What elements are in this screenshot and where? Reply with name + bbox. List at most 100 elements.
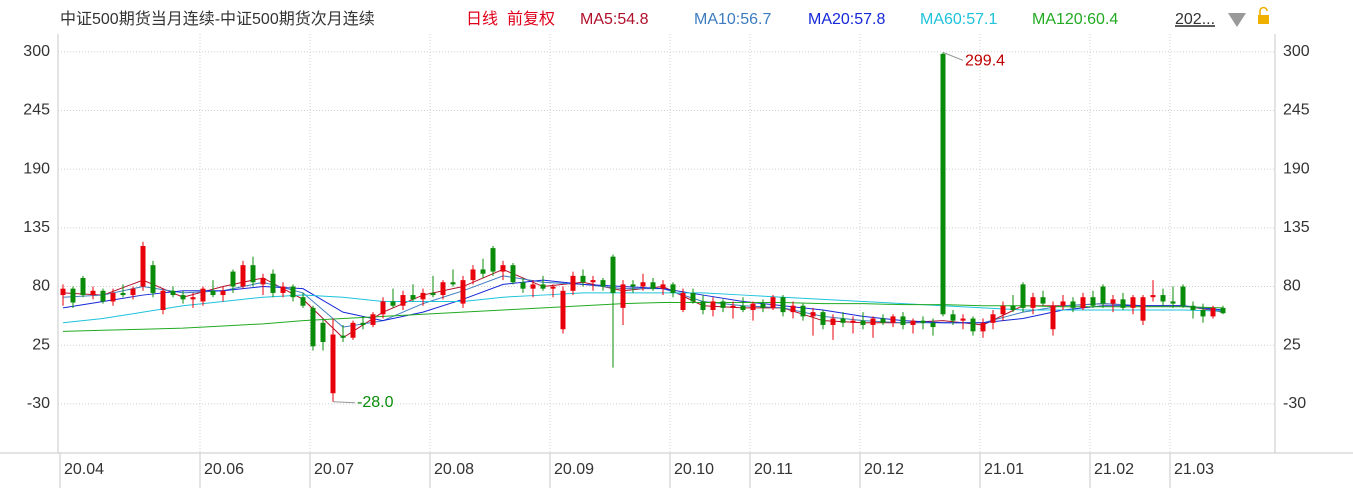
period[interactable]: 日线 xyxy=(466,10,498,28)
candle-body xyxy=(790,305,796,313)
x-tick-label: 21.02 xyxy=(1094,461,1134,478)
x-tick-label: 20.10 xyxy=(674,461,714,478)
candle-body xyxy=(910,320,916,325)
candle-body xyxy=(450,282,456,285)
candle-body xyxy=(1170,301,1176,304)
candle-body xyxy=(690,292,696,302)
candle-body xyxy=(200,288,206,302)
candle-body xyxy=(610,256,616,293)
y-tick-label: 80 xyxy=(32,278,50,295)
candle-body xyxy=(350,322,356,338)
candle-body xyxy=(1080,297,1086,308)
candle-body xyxy=(230,271,236,287)
y-tick-label-right: 190 xyxy=(1283,160,1310,177)
candle-body xyxy=(990,314,996,323)
candle-body xyxy=(950,314,956,321)
candle-body xyxy=(180,295,186,300)
candle-body xyxy=(220,290,226,296)
candle-body xyxy=(590,280,596,283)
y-tick-label: 135 xyxy=(23,219,50,236)
x-tick-label: 20.04 xyxy=(64,461,104,478)
lock-icon[interactable] xyxy=(1258,6,1269,25)
candle-body xyxy=(140,245,146,287)
candle-body xyxy=(390,301,396,306)
candle-body xyxy=(940,53,946,315)
candle-body xyxy=(1120,299,1126,308)
legend-entry: MA10:56.7 xyxy=(694,11,771,28)
candle-body xyxy=(540,284,546,289)
ma-line xyxy=(62,302,1224,332)
y-tick-label-right: 25 xyxy=(1283,336,1301,353)
candle-body xyxy=(780,297,786,313)
candle-body xyxy=(480,269,486,274)
candle-body xyxy=(700,301,706,311)
adjust[interactable]: 前复权 xyxy=(507,10,555,28)
candle-body xyxy=(960,318,966,321)
legend-entry: MA60:57.1 xyxy=(920,11,997,28)
candle-body xyxy=(290,286,296,298)
candle-body xyxy=(1130,297,1136,308)
ma-line xyxy=(62,292,1224,324)
candle-body xyxy=(270,273,276,293)
candle-body xyxy=(890,316,896,323)
candle-body xyxy=(830,318,836,325)
candle-body xyxy=(660,284,666,289)
chart-title: 中证500期货当月连续-中证500期货次月连续 xyxy=(60,10,375,28)
candle-body xyxy=(730,305,736,308)
candle-body xyxy=(110,292,116,302)
candle-body xyxy=(570,275,576,291)
candle-body xyxy=(1200,310,1206,317)
candle-body xyxy=(1010,305,1016,311)
candle-body xyxy=(440,282,446,296)
dropdown-icon[interactable] xyxy=(1228,13,1246,27)
candle-body xyxy=(260,277,266,285)
candle-body xyxy=(640,282,646,287)
candle-body xyxy=(580,275,586,283)
y-tick-label: 245 xyxy=(23,102,50,119)
candle-body xyxy=(1050,305,1056,330)
candle-body xyxy=(870,318,876,325)
candle-body xyxy=(1220,307,1226,314)
y-tick-label: 300 xyxy=(23,43,50,60)
candle-body xyxy=(980,322,986,332)
candles xyxy=(60,52,1226,402)
candle-body xyxy=(1030,297,1036,308)
candle-body xyxy=(190,297,196,300)
candle-body xyxy=(470,269,476,281)
y-tick-label-right: 245 xyxy=(1283,102,1310,119)
legend-entry: MA5:54.8 xyxy=(580,11,649,28)
candle-body xyxy=(1040,297,1046,304)
candle-body xyxy=(1060,301,1066,306)
candle-body xyxy=(520,282,526,289)
candle-body xyxy=(300,297,306,306)
candle-body xyxy=(1180,286,1186,306)
candle-body xyxy=(710,301,716,311)
candle-body xyxy=(1100,286,1106,304)
candle-body xyxy=(430,292,436,296)
x-tick-label: 20.08 xyxy=(434,461,474,478)
candle-body xyxy=(970,318,976,332)
candle-body xyxy=(490,248,496,272)
candle-body xyxy=(1150,295,1156,298)
date-select[interactable]: 202... xyxy=(1175,11,1215,28)
candle-body xyxy=(1190,305,1196,311)
candle-body xyxy=(680,292,686,311)
candle-body xyxy=(1070,301,1076,308)
candle-body xyxy=(160,290,166,311)
y-tick-label-right: 80 xyxy=(1283,278,1301,295)
candle-body xyxy=(500,265,506,272)
candle-body xyxy=(650,282,656,289)
candle-body xyxy=(170,290,176,296)
candle-body xyxy=(460,280,466,304)
candle-body xyxy=(280,286,286,293)
candle-body xyxy=(1000,305,1006,315)
candle-body xyxy=(1140,297,1146,321)
candle-body xyxy=(860,320,866,325)
y-tick-label: 190 xyxy=(23,160,50,177)
candle-body xyxy=(620,284,626,308)
candle-body xyxy=(360,322,366,325)
candle-body xyxy=(810,312,816,317)
y-tick-label: -30 xyxy=(27,395,50,412)
x-tick-label: 20.07 xyxy=(314,461,354,478)
